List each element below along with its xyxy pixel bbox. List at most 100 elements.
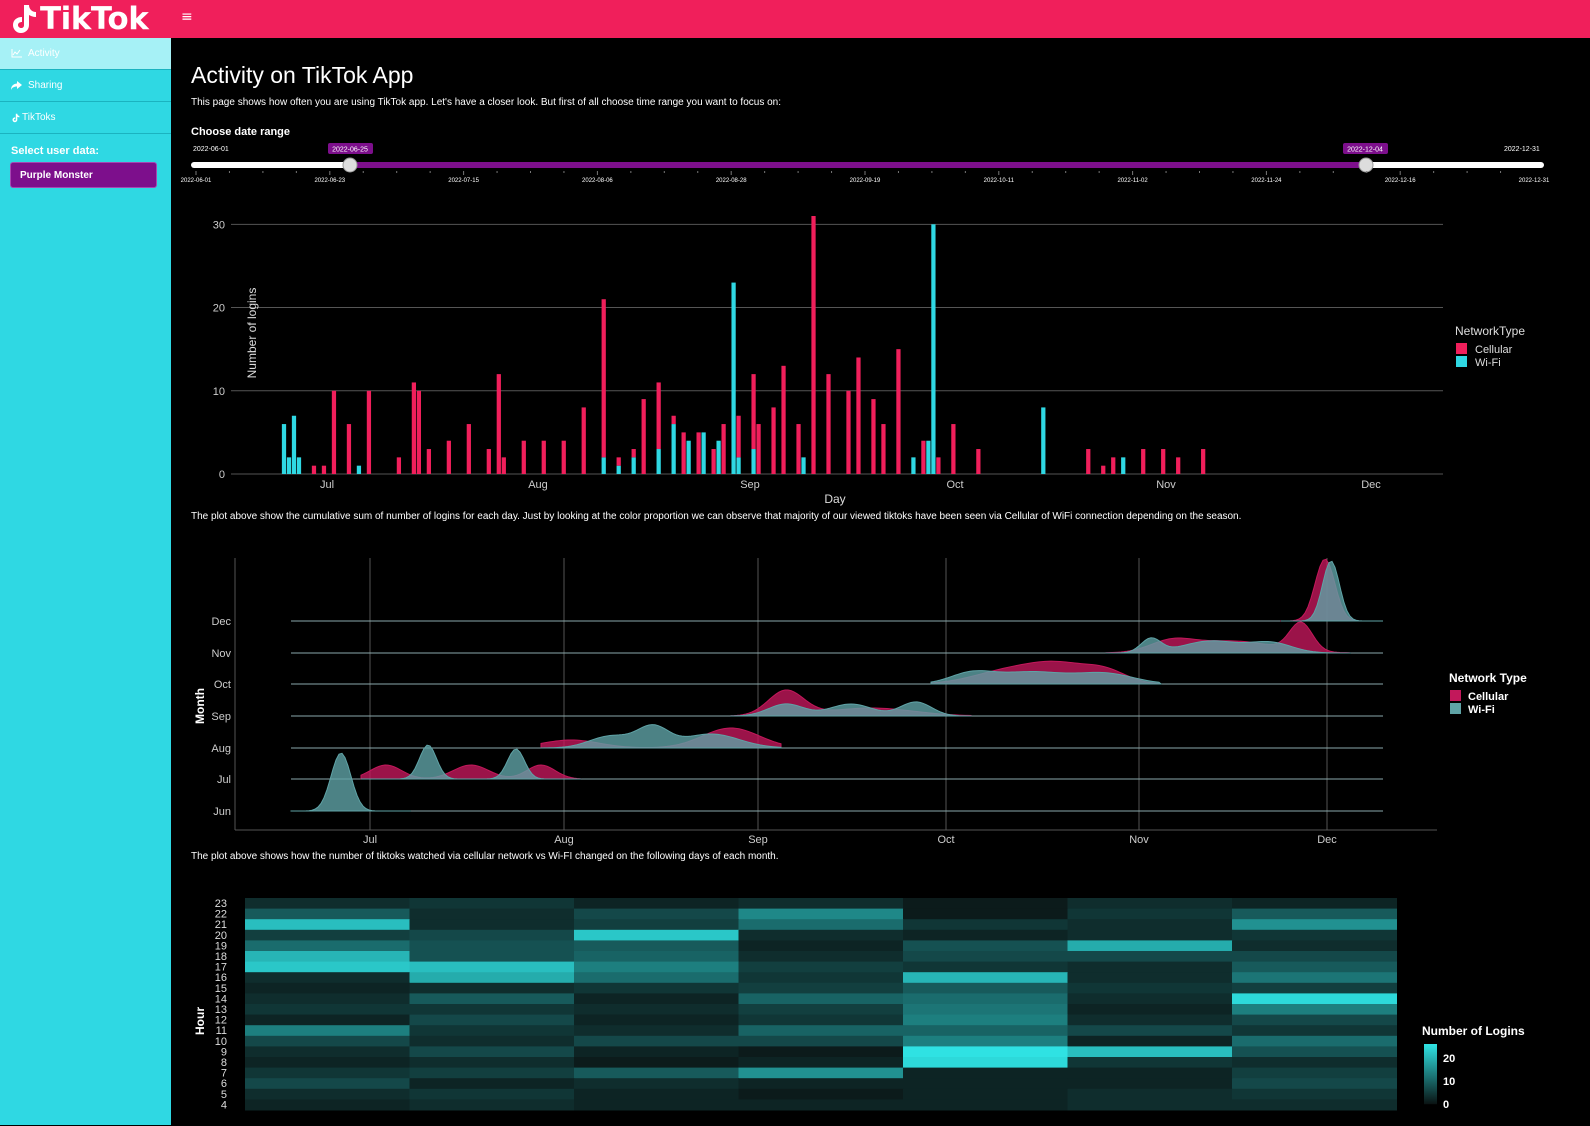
colorbar-step (1424, 1065, 1437, 1067)
heatmap-cell (903, 1046, 1068, 1058)
hamburger-menu-icon[interactable]: ≡ (181, 9, 193, 25)
heatmap-cell (1232, 1014, 1397, 1026)
bar-cellular (951, 424, 956, 474)
colorbar-tick-label: 10 (1443, 1076, 1455, 1088)
heatmap-cell (409, 1088, 575, 1100)
slider-tick-label: 2022-06-23 (314, 178, 345, 184)
ridge-chart-caption: The plot above shows how the number of t… (191, 851, 779, 862)
heatmap-cell (1232, 1004, 1397, 1016)
colorbar-step (1424, 1060, 1437, 1062)
logins-bar-chart: 0 10 20 30 Jul Aug Sep Oct Nov Dec Number of logi… (213, 216, 1525, 506)
bar-cellular (936, 457, 941, 474)
bar-y-tick-label: 0 (219, 469, 225, 481)
heatmap-cell (738, 908, 904, 920)
date-range-slider[interactable]: 2022-06-01 2022-12-31 2022-06-25 2022-12… (171, 138, 1568, 198)
ridge-month-label: Sep (211, 711, 231, 723)
heat-hour-label: 22 (215, 909, 227, 921)
legend-label-wifi: Wi-Fi (1475, 357, 1501, 369)
heatmap-cell (1232, 919, 1397, 931)
heatmap-cell (1067, 1014, 1233, 1026)
heat-hour-label: 20 (215, 930, 227, 942)
colorbar-step (1424, 1100, 1437, 1102)
bar-wifi (801, 457, 806, 474)
heatmap-cell (245, 1035, 410, 1047)
ridge-x-tick-label: Oct (937, 834, 954, 846)
heatmap-cell (738, 951, 904, 963)
colorbar-tick-label: 20 (1443, 1053, 1455, 1065)
bar-wifi (716, 440, 721, 474)
bar-wifi (1041, 407, 1046, 474)
heat-hour-label: 9 (221, 1046, 227, 1058)
heatmap-cell (738, 1014, 904, 1026)
heatmap-cell (245, 1025, 410, 1037)
heatmap-cell (903, 982, 1068, 994)
heatmap-cell (245, 982, 410, 994)
heatmap-cell (738, 1057, 904, 1069)
bar-chart-caption: The plot above show the cumulative sum o… (191, 511, 1242, 522)
heatmap-cell (1232, 1088, 1397, 1100)
ridge-month-label: Oct (214, 679, 231, 691)
heatmap-cell (1067, 1057, 1233, 1069)
heatmap-cell (1067, 1078, 1233, 1090)
sidebar-item-tiktoks[interactable]: TikToks (0, 102, 171, 134)
sidebar-item-activity[interactable]: Activity (0, 38, 171, 70)
heatmap-cell (903, 898, 1068, 910)
bar-y-tick-label: 20 (213, 303, 225, 315)
bar-y-tick-label: 30 (213, 219, 225, 231)
heatmap-cell (903, 940, 1068, 952)
sidebar-item-sharing[interactable]: Sharing (0, 70, 171, 102)
heatmap-cell (409, 1004, 575, 1016)
heatmap-cell (1067, 1046, 1233, 1058)
heatmap-cell (738, 993, 904, 1005)
heatmap-cell (409, 1014, 575, 1026)
ridge-x-tick-label: Jul (363, 834, 377, 846)
heat-colorbar: 20 10 0 (1424, 1044, 1455, 1111)
heat-hour-label: 19 (215, 940, 227, 952)
bar-wifi (926, 440, 931, 474)
heatmap-cell (1067, 1099, 1233, 1111)
bar-cellular (976, 449, 981, 474)
bar-x-tick-label: Oct (946, 479, 963, 491)
ridge-legend-swatch-wifi (1450, 703, 1461, 714)
bar-cellular (321, 465, 327, 474)
colorbar-step (1424, 1045, 1437, 1047)
bar-cellular (1111, 457, 1116, 474)
ridge-jul-cellular (360, 764, 582, 780)
bar-cellular (921, 440, 926, 474)
ridge-month-label: Jun (213, 806, 231, 818)
heatmap-cell (574, 1014, 739, 1026)
bar-cellular (811, 216, 816, 474)
slider-to-handle[interactable] (1358, 157, 1374, 173)
heatmap-cell (1232, 908, 1397, 920)
bar-cellular (756, 424, 761, 474)
bar-wifi (931, 224, 936, 474)
slider-from-handle[interactable] (342, 157, 358, 173)
heatmap-cell (738, 961, 904, 973)
ridge-nov-wifi (1105, 637, 1352, 654)
colorbar-step (1424, 1053, 1437, 1055)
slider-tick-label: 2022-07-15 (448, 178, 479, 184)
heatmap-cell (738, 919, 904, 931)
colorbar-tick-label: 0 (1443, 1099, 1449, 1111)
heatmap-cell (409, 1067, 575, 1079)
bar-cellular (346, 424, 352, 474)
colorbar-step (1424, 1073, 1437, 1075)
colorbar-step (1424, 1092, 1437, 1094)
ridge-jun-wifi (290, 752, 411, 812)
heatmap-cell (245, 1004, 410, 1016)
tiktok-logo[interactable]: TikTok (8, 1, 149, 37)
heatmap-cell (1232, 1035, 1397, 1047)
heatmap-cell (903, 908, 1068, 920)
bar-cellular (896, 349, 901, 474)
heatmap-cell (409, 993, 575, 1005)
bar-wifi (286, 457, 292, 474)
heatmap-cell (1232, 972, 1397, 984)
user-select-dropdown[interactable]: Purple Monster (10, 162, 157, 188)
ridge-legend-label-wifi: Wi-Fi (1468, 704, 1495, 716)
slider-tick-label: 2022-11-24 (1251, 178, 1282, 184)
heatmap-cell (738, 1025, 904, 1037)
colorbar-step (1424, 1055, 1437, 1057)
colorbar-step (1424, 1088, 1437, 1090)
heatmap-cell (409, 1025, 575, 1037)
heatmap-cell (903, 929, 1068, 941)
